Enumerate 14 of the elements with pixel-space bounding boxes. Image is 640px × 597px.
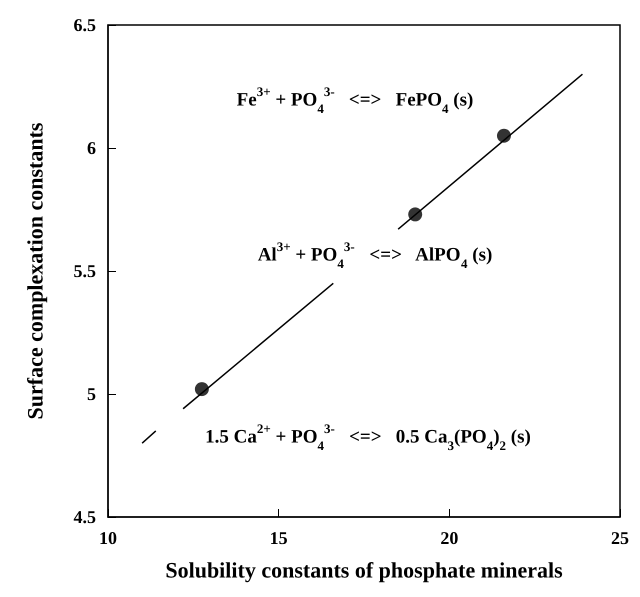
x-tick-label: 10 bbox=[99, 528, 117, 548]
point bbox=[194, 382, 209, 396]
x-tick-label: 25 bbox=[611, 528, 629, 548]
y-tick-label: 5 bbox=[87, 384, 96, 404]
point bbox=[496, 128, 511, 143]
y-tick-label: 6 bbox=[87, 138, 96, 158]
x-axis-title: Solubility constants of phosphate minerals bbox=[165, 558, 564, 582]
x-tick-label: 20 bbox=[440, 528, 458, 548]
y-axis-title: Surface complexation constants bbox=[22, 122, 48, 420]
y-tick-label: 5.5 bbox=[74, 261, 96, 281]
y-tick-label: 6.5 bbox=[74, 15, 96, 35]
y-tick-label: 4.5 bbox=[74, 507, 96, 527]
x-tick-label: 15 bbox=[270, 528, 288, 548]
point bbox=[408, 207, 422, 222]
